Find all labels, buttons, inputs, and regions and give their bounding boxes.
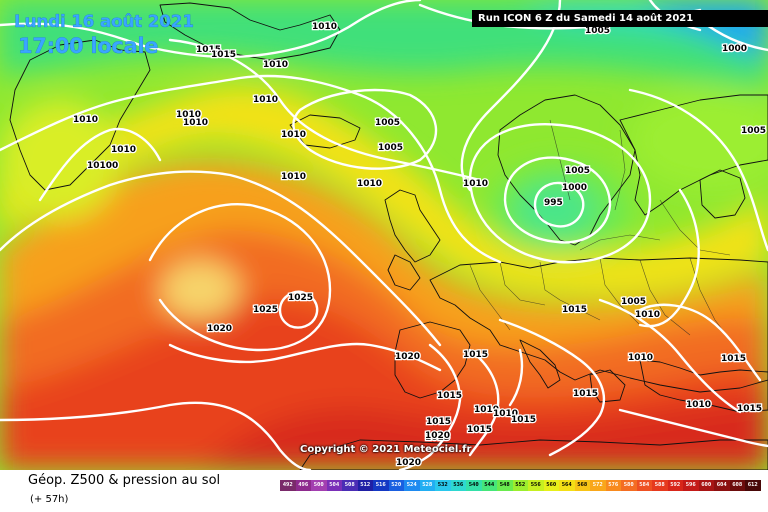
copyright-notice: Copyright © 2021 Meteociel.fr [300,444,472,455]
scale-cell-500: 500 [311,480,327,491]
scale-cell-552: 552 [512,480,528,491]
isobar-label: 1005 [565,166,590,176]
isobar-label: 1010 [463,179,488,189]
scale-cell-588: 588 [652,480,668,491]
isobar-label: 1005 [741,126,766,136]
isobar-label: 1015 [562,305,587,315]
scale-cell-512: 512 [357,480,373,491]
isobar-label: 1015 [737,404,762,414]
scale-cell-536: 536 [450,480,466,491]
isobar-label: 1015 [573,389,598,399]
scale-cell-496: 496 [295,480,311,491]
scale-cell-600: 600 [698,480,714,491]
scale-cell-592: 592 [667,480,683,491]
isobar-label: 1010 [628,353,653,363]
isobar-label: 1020 [396,458,421,468]
isobar-label: 1010 [493,409,518,419]
isobar-label: 1010 [686,400,711,410]
isobar-label: 1010 [111,145,136,155]
forecast-date-title: Lundi 16 août 2021 [14,12,194,32]
isobar-label: 1005 [621,297,646,307]
scale-cell-520: 520 [388,480,404,491]
isobar-label: 1010 [253,95,278,105]
isobar-label: 1010 [281,130,306,140]
isobar-label: 1010 [635,310,660,320]
isobar-label: 1000 [562,183,587,193]
isobar-label: 1015 [425,433,450,443]
parameter-label: Géop. Z500 & pression au sol [28,473,221,488]
isobar-label: 1010 [281,172,306,182]
isobar-label: 1000 [722,44,747,54]
isobar-label: 1015 [437,391,462,401]
isobar-label: 1015 [211,50,236,60]
isobars [0,0,768,470]
geopotential-field [0,0,768,470]
isobar-labels: 1010 1015 1015 1010 1010 1010 1010 10100… [72,21,768,470]
map-footer: Géop. Z500 & pression au sol (+ 57h) 492… [0,470,768,512]
scale-cell-504: 504 [326,480,342,491]
isobar-label: 1015 [196,45,221,55]
isobar-label: 1010 [263,60,288,70]
scale-cell-576: 576 [605,480,621,491]
coastlines [9,2,768,470]
scale-cell-572: 572 [590,480,606,491]
scale-cell-584: 584 [636,480,652,491]
scale-cell-564: 564 [559,480,575,491]
isobar-label: 1025 [288,293,313,303]
scale-cell-492: 492 [280,480,296,491]
isobar-label: 995 [544,198,563,208]
scale-cell-528: 528 [419,480,435,491]
isobar-label: 1015 [463,350,488,360]
scale-cell-560: 560 [543,480,559,491]
scale-cell-580: 580 [621,480,637,491]
isobar-label: 1010 [73,115,98,125]
isobar-label: 1015 [426,417,451,427]
isobar-label: 1010 [474,405,499,415]
forecast-map: 1010 1015 1015 1010 1010 1010 1010 10100… [0,0,768,470]
scale-cell-544: 544 [481,480,497,491]
scale-cell-540: 540 [466,480,482,491]
lead-time-label: (+ 57h) [30,494,69,505]
scale-cell-516: 516 [373,480,389,491]
scale-cell-612: 612 [745,480,761,491]
scale-cell-604: 604 [714,480,730,491]
forecast-time-title: 17:00 locale [18,34,159,58]
isobar-label: 10100 [87,161,118,171]
isobar-label: 1025 [253,305,278,315]
isobar-label: 1010 [183,118,208,128]
scale-cell-596: 596 [683,480,699,491]
isobar-label: 1020 [425,431,450,441]
isobar-label: 1020 [207,324,232,334]
isobar-label: 1010 [312,22,337,32]
scale-cell-608: 608 [729,480,745,491]
scale-cell-556: 556 [528,480,544,491]
scale-cell-524: 524 [404,480,420,491]
isobar-label: 1005 [585,26,610,36]
color-scale-legend: 492 496 500 504 508 512 516 520 524 528 532 536 540 5… [280,480,761,491]
isobar-label: 1005 [378,143,403,153]
scale-cell-568: 568 [574,480,590,491]
isobar-label: 1005 [375,118,400,128]
scale-cell-532: 532 [435,480,451,491]
isobar-label: 1010 [357,179,382,189]
model-run-banner: Run ICON 6 Z du Samedi 14 août 2021 [472,10,768,27]
scale-cell-548: 548 [497,480,513,491]
isobar-label: 1010 [176,110,201,120]
isobar-label: 1015 [467,425,492,435]
isobar-label: 1015 [721,354,746,364]
scale-cell-508: 508 [342,480,358,491]
isobar-label: 1015 [511,415,536,425]
isobar-label: 1020 [395,352,420,362]
